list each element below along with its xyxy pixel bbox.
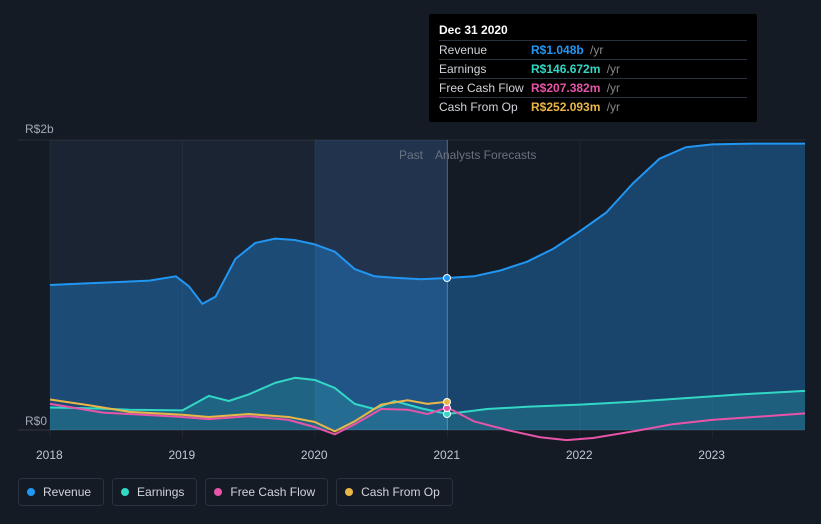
tooltip-unit: /yr [587,43,604,57]
tooltip-metric: Free Cash Flow [439,81,531,95]
tooltip-value: R$252.093m /yr [531,100,620,114]
tooltip-unit: /yr [603,81,620,95]
x-tick-label: 2020 [301,448,328,462]
tooltip-metric: Revenue [439,43,531,57]
tooltip-row: Free Cash FlowR$207.382m /yr [439,79,747,98]
legend-item-revenue[interactable]: Revenue [18,478,104,506]
tooltip-unit: /yr [603,100,620,114]
legend-dot-icon [214,488,222,496]
legend-dot-icon [27,488,35,496]
x-tick-label: 2023 [698,448,725,462]
tooltip-value: R$1.048b /yr [531,43,603,57]
tooltip-value: R$146.672m /yr [531,62,620,76]
tooltip-metric: Earnings [439,62,531,76]
tooltip-row: RevenueR$1.048b /yr [439,41,747,60]
legend: Revenue Earnings Free Cash Flow Cash From O… [18,478,453,506]
tooltip-unit: /yr [603,62,620,76]
legend-label: Earnings [137,485,184,499]
legend-dot-icon [345,488,353,496]
past-label: Past [399,148,423,162]
legend-item-cash-from-op[interactable]: Cash From Op [336,478,453,506]
legend-label: Free Cash Flow [230,485,315,499]
tooltip: Dec 31 2020 RevenueR$1.048b /yrEarningsR… [429,14,757,122]
legend-label: Revenue [43,485,91,499]
x-tick-label: 2018 [36,448,63,462]
financials-chart: R$2b R$0 Past Analysts Forecasts 2018 201… [18,0,805,524]
tooltip-value: R$207.382m /yr [531,81,620,95]
marker-cash-from-op [443,398,451,406]
y-tick-label: R$0 [25,414,47,428]
legend-label: Cash From Op [361,485,440,499]
tooltip-row: EarningsR$146.672m /yr [439,60,747,79]
legend-item-free-cash-flow[interactable]: Free Cash Flow [205,478,328,506]
forecast-label: Analysts Forecasts [435,148,536,162]
x-tick-label: 2022 [566,448,593,462]
x-tick-label: 2019 [168,448,195,462]
legend-dot-icon [121,488,129,496]
legend-item-earnings[interactable]: Earnings [112,478,197,506]
marker-revenue [443,274,451,282]
y-tick-label: R$2b [25,122,54,136]
x-tick-label: 2021 [433,448,460,462]
tooltip-metric: Cash From Op [439,100,531,114]
tooltip-date: Dec 31 2020 [439,20,747,41]
tooltip-row: Cash From OpR$252.093m /yr [439,98,747,116]
